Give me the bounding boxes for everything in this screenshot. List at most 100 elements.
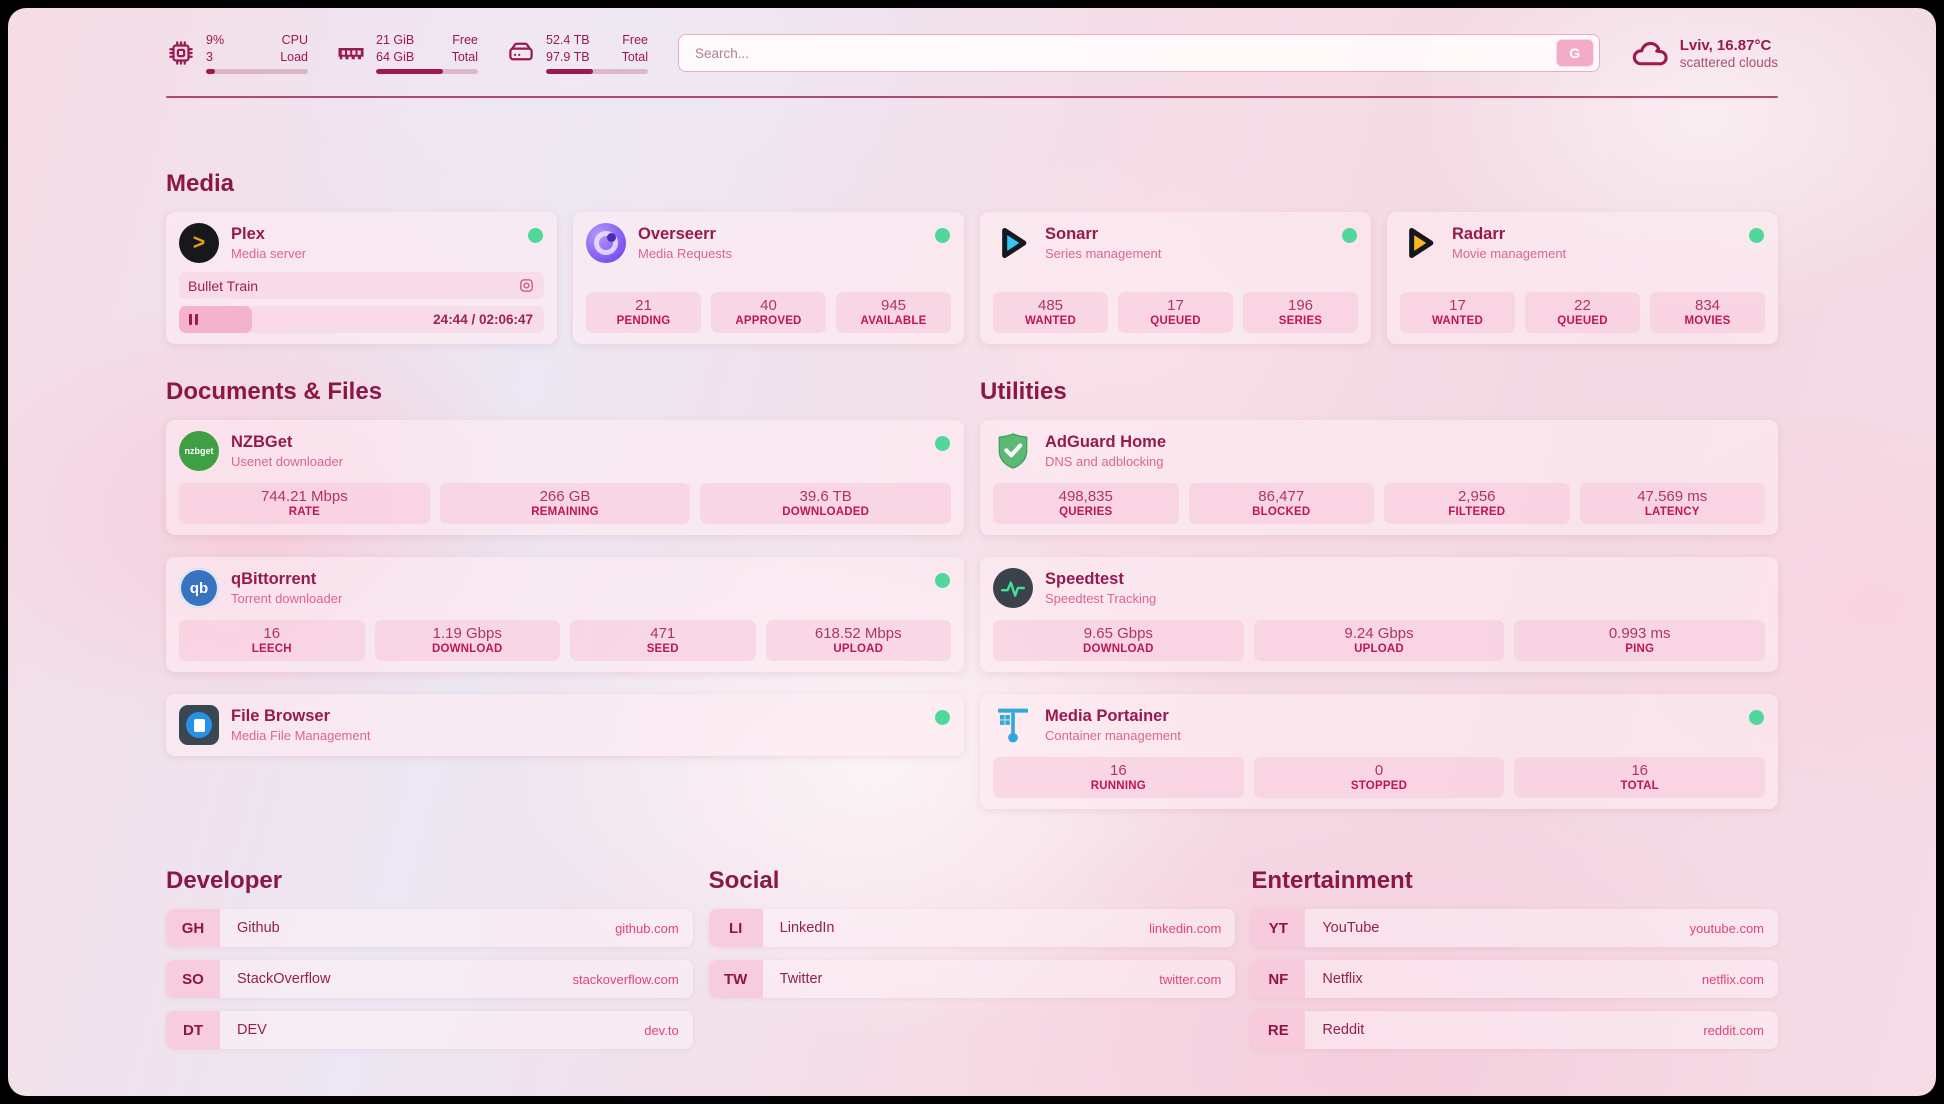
stat-pill-downloaded: 39.6 TB DOWNLOADED	[700, 483, 952, 524]
stat-label: REMAINING	[531, 506, 599, 518]
bookmark-linkedin[interactable]: LI LinkedIn linkedin.com	[708, 909, 1236, 947]
bookmark-twitter[interactable]: TW Twitter twitter.com	[708, 960, 1236, 998]
now-playing-title: Bullet Train	[188, 277, 259, 294]
bookmark-abbr: LI	[708, 909, 763, 947]
bookmark-url: reddit.com	[1703, 1022, 1765, 1038]
playback-progress-row[interactable]: 24:44 / 02:06:47	[179, 306, 544, 333]
service-card-portainer[interactable]: Media Portainer Container management 16 RUN…	[980, 694, 1778, 809]
service-name: File Browser	[231, 707, 331, 725]
status-dot	[1342, 228, 1357, 243]
stat-value: 2,956	[1457, 488, 1496, 505]
service-card-nzbget[interactable]: nzbget NZBGet Usenet downloader 744.21 Mbps…	[166, 420, 964, 535]
stat-label: PENDING	[616, 315, 671, 327]
stat-pill-rate: 744.21 Mbps RATE	[179, 483, 430, 524]
search-input[interactable]	[693, 44, 1556, 62]
stat-value: 86,477	[1258, 488, 1305, 505]
bookmark-name: LinkedIn	[779, 920, 835, 936]
service-card-radarr[interactable]: Radarr Movie management 17 WANTED 22 QUEUED 83…	[1387, 212, 1778, 344]
service-card-qbittorrent[interactable]: qb qBittorrent Torrent downloader 16 LEECH 1.…	[166, 557, 964, 672]
bookmark-url: stackoverflow.com	[572, 971, 679, 987]
stat-label: QUEUED	[1557, 315, 1608, 327]
sonarr-icon	[993, 223, 1033, 263]
adguard-icon	[993, 431, 1033, 471]
memory-total-label: Total	[451, 49, 478, 64]
bookmark-youtube[interactable]: YT YouTube youtube.com	[1251, 909, 1779, 947]
bookmark-reddit[interactable]: RE Reddit reddit.com	[1251, 1011, 1779, 1049]
stat-pill-series: 196 SERIES	[1243, 292, 1358, 333]
bookmark-name: Github	[237, 920, 280, 936]
section-title-documents-files: Documents & Files	[166, 378, 383, 405]
stat-value: 40	[760, 297, 777, 314]
service-description: Series management	[1045, 246, 1162, 261]
bookmark-abbr: TW	[708, 960, 763, 998]
service-card-sonarr[interactable]: Sonarr Series management 485 WANTED 17 QUEUED…	[980, 212, 1371, 344]
stat-pill-running: 16 RUNNING	[993, 757, 1244, 798]
stat-value: 39.6 TB	[799, 488, 852, 505]
speedtest-icon	[993, 568, 1033, 608]
stat-label: DOWNLOAD	[431, 643, 503, 655]
stat-value: 16	[1631, 762, 1649, 779]
bookmark-group-title: Entertainment	[1251, 867, 1413, 894]
bookmark-url: dev.to	[644, 1022, 679, 1038]
search-bar[interactable]: G	[678, 34, 1600, 72]
stat-pill-seed: 471 SEED	[570, 620, 756, 661]
bookmark-group-entertainment: Entertainment YT YouTube youtube.com NF Netfl…	[1251, 867, 1779, 1062]
stat-label: APPROVED	[735, 315, 802, 327]
service-description: Torrent downloader	[231, 591, 343, 606]
bookmark-url: youtube.com	[1689, 920, 1765, 936]
bookmark-group-title: Developer	[166, 867, 283, 894]
stat-label: QUEUED	[1150, 315, 1201, 327]
memory-widget: 21 GiB 64 GiB Free Total	[336, 32, 478, 74]
service-card-filebrowser[interactable]: File Browser Media File Management	[166, 694, 964, 756]
bookmark-dev[interactable]: DT DEV dev.to	[166, 1011, 693, 1049]
service-description: Usenet downloader	[231, 454, 344, 469]
pause-icon[interactable]	[189, 314, 198, 325]
stat-value: 1.19 Gbps	[432, 625, 502, 642]
stat-label: BLOCKED	[1252, 506, 1311, 518]
top-bar: 9% 3 CPU Load	[166, 8, 1778, 74]
bookmark-name: StackOverflow	[237, 971, 331, 987]
stats-row: 17 WANTED 22 QUEUED 834 MOVIES	[1400, 280, 1765, 333]
stat-value: 16	[263, 625, 281, 642]
section-title-utilities: Utilities	[980, 378, 1067, 405]
stats-row: 16 RUNNING 0 STOPPED 16 TOTAL	[993, 745, 1766, 798]
stat-value: 485	[1037, 297, 1064, 314]
search-go-button[interactable]: G	[1555, 39, 1594, 67]
service-description: Media File Management	[231, 728, 371, 743]
stat-pill-available: 945 AVAILABLE	[836, 292, 951, 333]
status-dot	[1749, 710, 1764, 725]
stat-pill-queued: 17 QUEUED	[1118, 292, 1233, 333]
stat-value: 17	[1449, 297, 1466, 314]
bookmark-group-developer: Developer GH Github github.com SO StackOverfl…	[166, 867, 693, 1062]
memory-free-label: Free	[452, 33, 478, 47]
service-card-speedtest[interactable]: Speedtest Speedtest Tracking 9.65 Gbps DOWN…	[980, 557, 1778, 672]
stat-pill-wanted: 485 WANTED	[993, 292, 1108, 333]
status-dot	[1749, 228, 1764, 243]
disk-total: 97.9 TB	[546, 49, 590, 64]
stat-label: UPLOAD	[1354, 643, 1404, 655]
stat-pill-total: 16 TOTAL	[1514, 757, 1766, 798]
section-utilities: Utilities AdGuard Home DNS and adblocking…	[980, 378, 1778, 809]
stat-label: LEECH	[251, 643, 292, 655]
cpu-usage: 9%	[206, 33, 225, 47]
bookmark-group-social: Social LI LinkedIn linkedin.com TW Twitter twi…	[708, 867, 1236, 1062]
service-card-adguard[interactable]: AdGuard Home DNS and adblocking 498,835 QUE…	[980, 420, 1778, 535]
dashboard: 9% 3 CPU Load	[8, 8, 1936, 1096]
service-description: DNS and adblocking	[1045, 454, 1164, 469]
stats-row: 744.21 Mbps RATE 266 GB REMAINING 39.6 TB DOW…	[179, 471, 952, 524]
bookmark-netflix[interactable]: NF Netflix netflix.com	[1251, 960, 1779, 998]
bookmark-github[interactable]: GH Github github.com	[166, 909, 693, 947]
service-card-plex[interactable]: > Plex Media server Bullet Train 24:44 / 02:…	[166, 212, 557, 344]
stat-pill-leech: 16 LEECH	[179, 620, 365, 661]
stat-label: SERIES	[1278, 315, 1323, 327]
cpu-icon	[166, 38, 196, 68]
bookmark-stackoverflow[interactable]: SO StackOverflow stackoverflow.com	[166, 960, 693, 998]
cpu-label: CPU	[281, 33, 308, 47]
status-dot	[935, 228, 950, 243]
stat-label: TOTAL	[1620, 780, 1659, 792]
weather-widget[interactable]: Lviv, 16.87°C scattered clouds	[1630, 37, 1778, 70]
cpu-progress-bar	[206, 69, 308, 74]
stat-label: AVAILABLE	[860, 315, 927, 327]
service-card-overseerr[interactable]: Overseerr Media Requests 21 PENDING 40 APPROV…	[573, 212, 964, 344]
bookmark-url: twitter.com	[1159, 971, 1222, 987]
